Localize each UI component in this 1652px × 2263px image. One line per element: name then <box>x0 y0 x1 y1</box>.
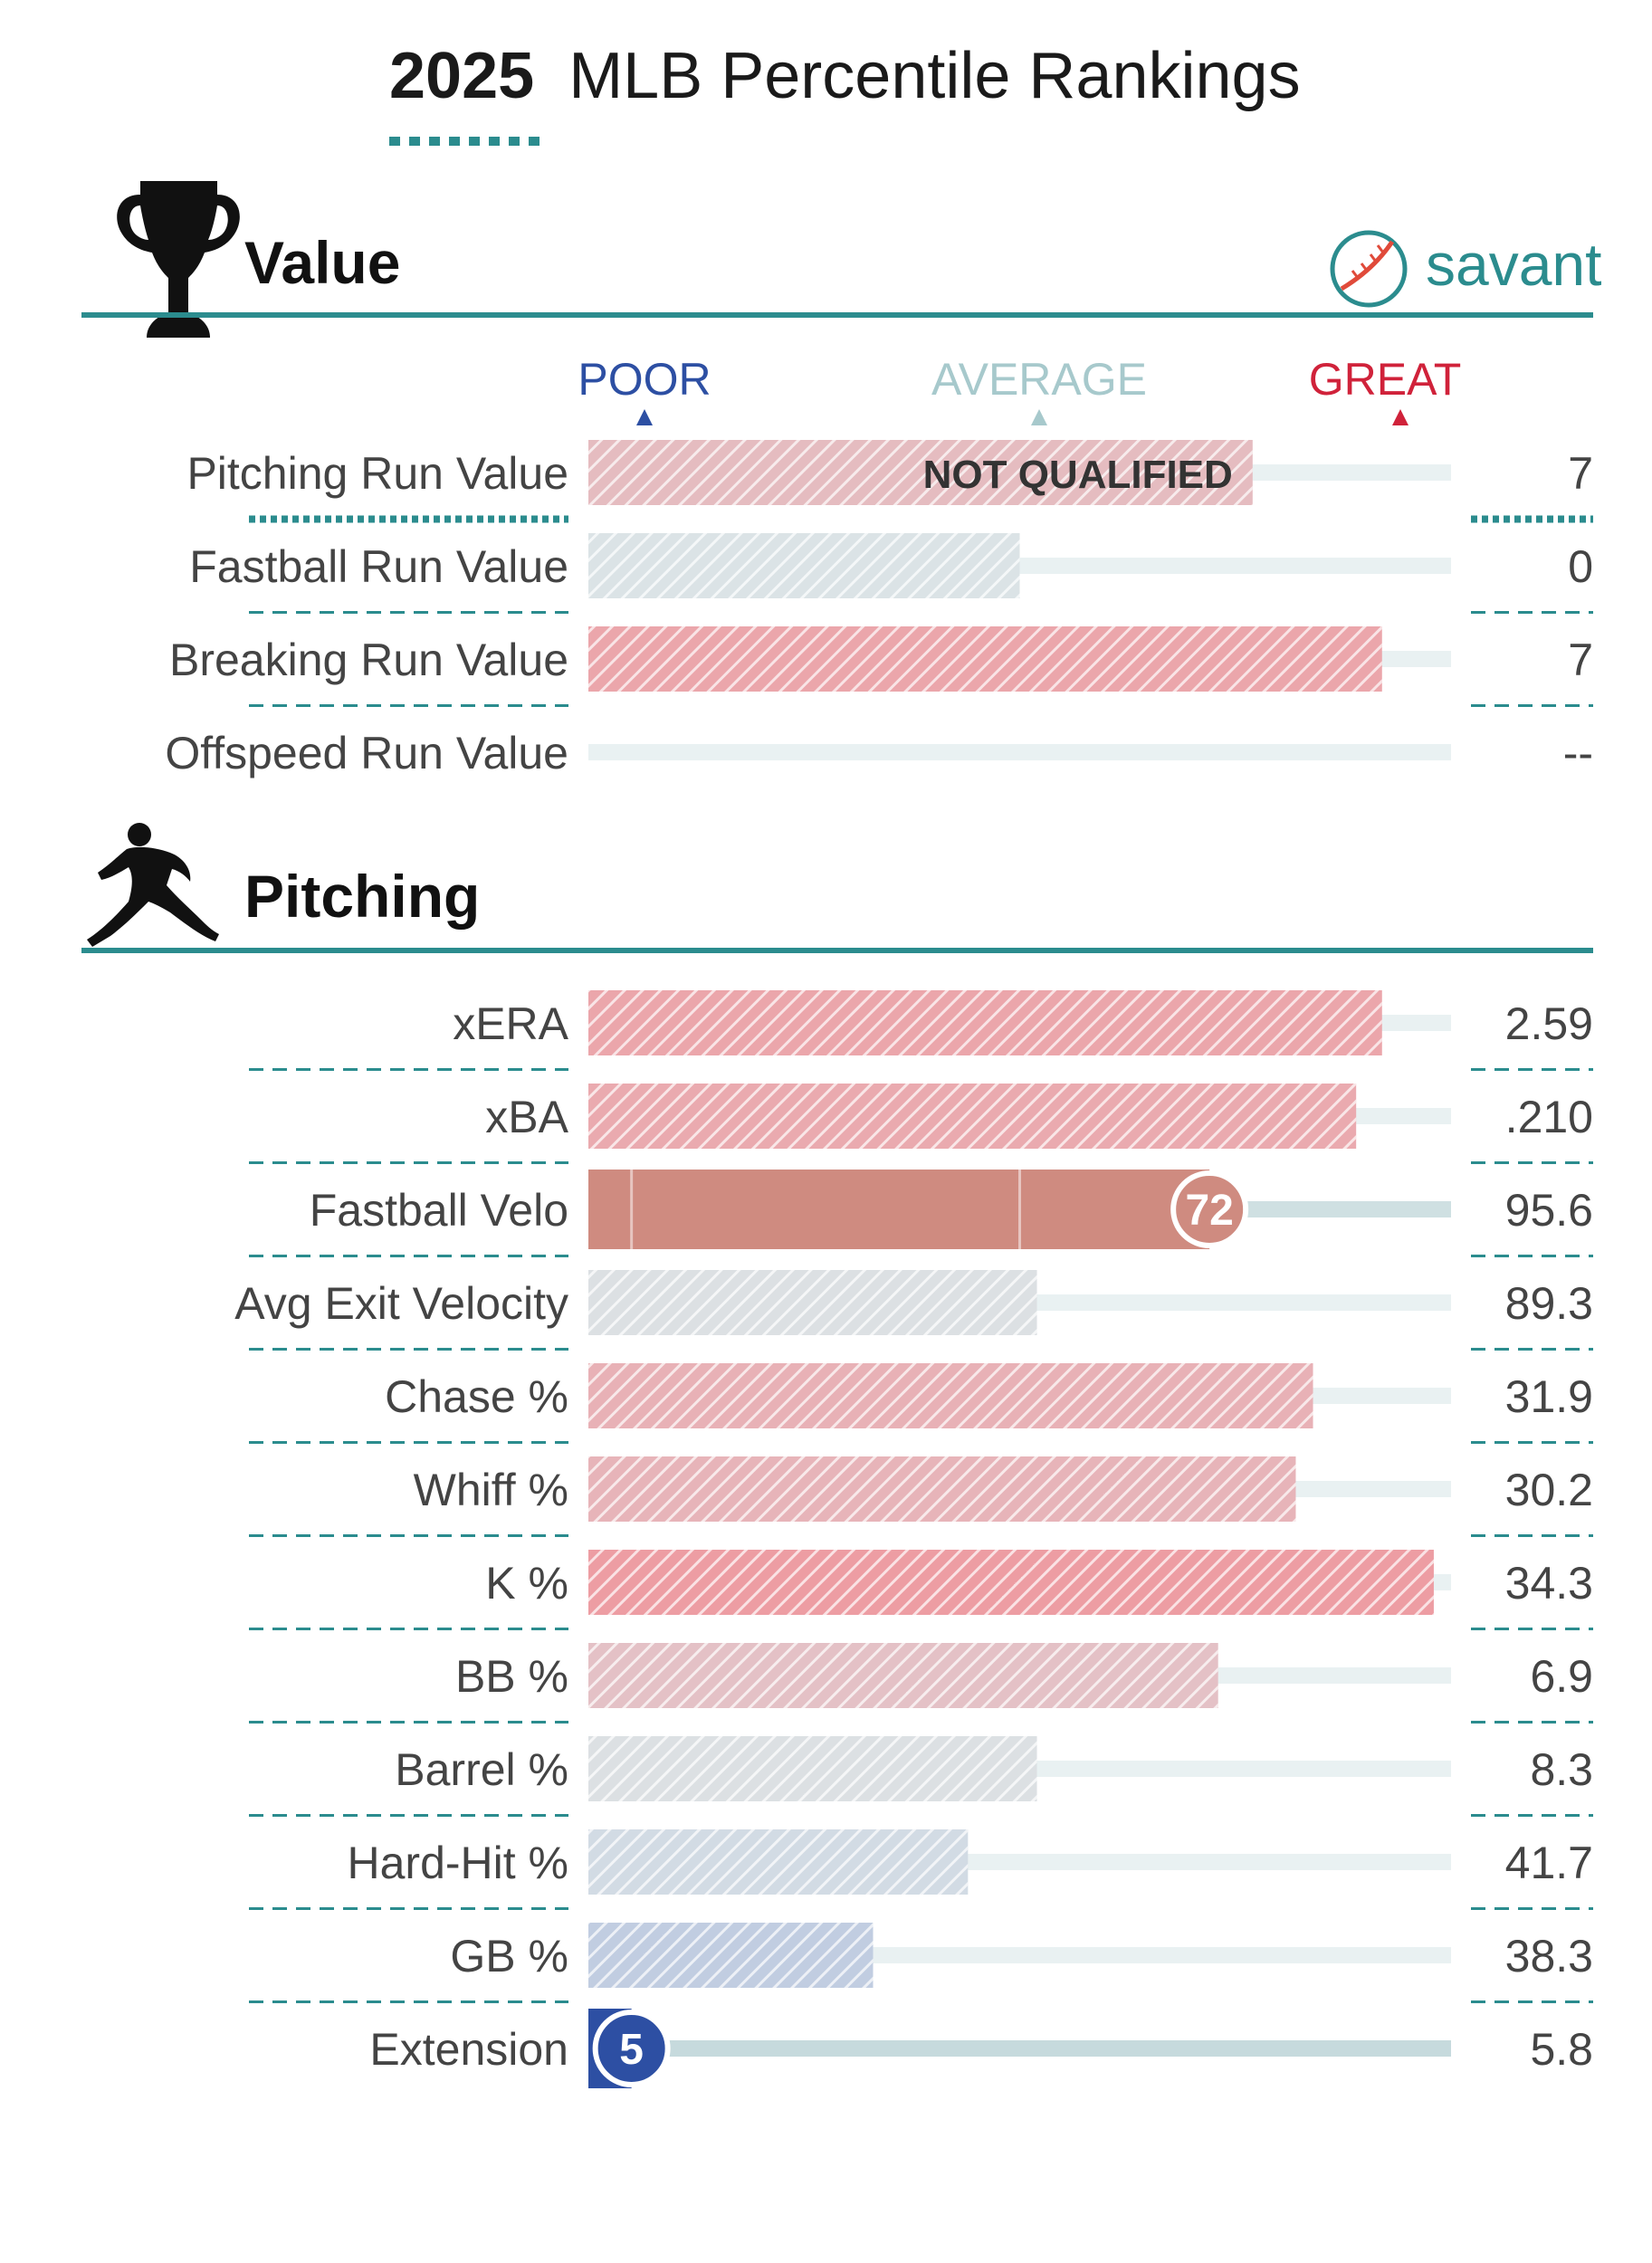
scale-poor-marker <box>636 409 653 425</box>
percentile-badge <box>1170 1170 1249 1248</box>
bar-track-emphasis <box>588 2040 1451 2057</box>
row-pitching-run-value: Pitching Run Value 7 NOT QUALIFIED <box>186 440 1593 523</box>
section-title-value: Value <box>244 229 400 296</box>
metric-value: 34.3 <box>1505 1558 1593 1609</box>
row-xba: xBA .210 <box>249 1084 1593 1164</box>
row-whiff: Whiff % 30.2 <box>249 1456 1593 1537</box>
row-chase: Chase % 31.9 <box>249 1363 1593 1444</box>
metric-label: Extension <box>369 2024 568 2075</box>
section-title-pitching: Pitching <box>244 863 480 930</box>
metric-value: 31.9 <box>1505 1371 1593 1422</box>
row-barrel: Barrel % 8.3 <box>249 1736 1593 1817</box>
percentile-badge <box>592 2010 671 2087</box>
metric-label: Chase % <box>385 1371 568 1422</box>
scale-average-label: AVERAGE <box>931 354 1147 405</box>
row-gb: GB % 38.3 <box>249 1923 1593 2003</box>
row-fastball-velo: Fastball Velo 95.6 72 <box>249 1170 1593 1257</box>
metric-value: 7 <box>1568 635 1593 685</box>
metric-value: 38.3 <box>1505 1931 1593 1981</box>
metric-label: xBA <box>485 1092 568 1142</box>
chart-rows: Pitching Run Value 7 NOT QUALIFIED Fastball… <box>165 440 1593 2088</box>
scale-great-label: GREAT <box>1309 354 1462 405</box>
brand-label: savant <box>1426 231 1601 298</box>
trophy-icon <box>117 181 240 338</box>
metric-label: Breaking Run Value <box>169 635 568 685</box>
metric-value: 30.2 <box>1505 1465 1593 1515</box>
bar-hatch <box>588 440 1253 505</box>
metric-value: 89.3 <box>1505 1278 1593 1329</box>
row-bb: BB % 6.9 <box>249 1643 1593 1724</box>
metric-label: BB % <box>455 1651 568 1702</box>
metric-label: Offspeed Run Value <box>165 728 568 778</box>
scale-poor-label: POOR <box>578 354 711 405</box>
bar-hatch <box>588 1456 1296 1522</box>
metric-value: 95.6 <box>1505 1185 1593 1236</box>
metric-label: Hard-Hit % <box>348 1838 568 1888</box>
percentile-badge-label: 5 <box>619 2026 644 2074</box>
metric-label: Barrel % <box>395 1744 568 1795</box>
metric-value: .210 <box>1505 1092 1593 1142</box>
bar-hatch <box>588 1550 1434 1615</box>
metric-value: 0 <box>1568 541 1593 592</box>
percentile-badge-label: 72 <box>1185 1187 1233 1235</box>
scale-great-marker <box>1392 409 1408 425</box>
row-hard-hit: Hard-Hit % 41.7 <box>249 1829 1593 1910</box>
bar-hatch <box>588 1084 1357 1149</box>
metric-value: 5.8 <box>1530 2024 1593 2075</box>
title-year: 2025 <box>389 40 534 112</box>
bar-hatch <box>588 1923 874 1988</box>
row-xera: xERA 2.59 <box>249 990 1593 1071</box>
scale-header: POOR AVERAGE GREAT <box>578 354 1461 425</box>
metric-label: Fastball Velo <box>310 1185 568 1236</box>
metric-label: Fastball Run Value <box>189 541 568 592</box>
bar-hatch <box>588 626 1382 692</box>
metric-label: Whiff % <box>414 1465 568 1515</box>
row-extension: Extension 5.8 5 <box>369 2009 1593 2088</box>
bar-hatch <box>588 1363 1313 1428</box>
metric-value: 41.7 <box>1505 1838 1593 1888</box>
metric-value: 7 <box>1568 448 1593 499</box>
page-title: 2025 MLB Percentile Rankings <box>389 40 1301 112</box>
metric-value: -- <box>1563 728 1593 778</box>
bar-hatch <box>588 1270 1037 1335</box>
bar-hatch <box>588 533 1020 598</box>
row-fastball-run-value: Fastball Run Value 0 <box>189 533 1593 614</box>
bar-hatch <box>588 1643 1218 1708</box>
metric-label: K % <box>485 1558 568 1609</box>
not-qualified-note: NOT QUALIFIED <box>923 453 1233 497</box>
metric-label: Pitching Run Value <box>186 448 568 499</box>
bar-hatch <box>588 1736 1037 1801</box>
bar-fill <box>588 1170 1210 1249</box>
row-avg-exit-velocity: Avg Exit Velocity 89.3 <box>234 1270 1593 1351</box>
metric-value: 2.59 <box>1505 998 1593 1049</box>
metric-value: 6.9 <box>1530 1651 1593 1702</box>
metric-value: 8.3 <box>1530 1744 1593 1795</box>
bar-track <box>588 744 1451 760</box>
row-offspeed-run-value: Offspeed Run Value -- <box>165 728 1593 778</box>
row-k: K % 34.3 <box>249 1550 1593 1630</box>
bar-hatch <box>588 990 1382 1055</box>
metric-label: Avg Exit Velocity <box>234 1278 568 1329</box>
metric-label: GB % <box>450 1931 568 1981</box>
title-text: MLB Percentile Rankings <box>568 40 1300 112</box>
metric-label: xERA <box>453 998 568 1049</box>
scale-average-marker <box>1031 409 1047 425</box>
bar-hatch <box>588 1829 969 1895</box>
baseball-icon <box>1330 230 1408 308</box>
pitcher-icon <box>87 823 219 947</box>
row-breaking-run-value: Breaking Run Value 7 <box>169 626 1593 707</box>
